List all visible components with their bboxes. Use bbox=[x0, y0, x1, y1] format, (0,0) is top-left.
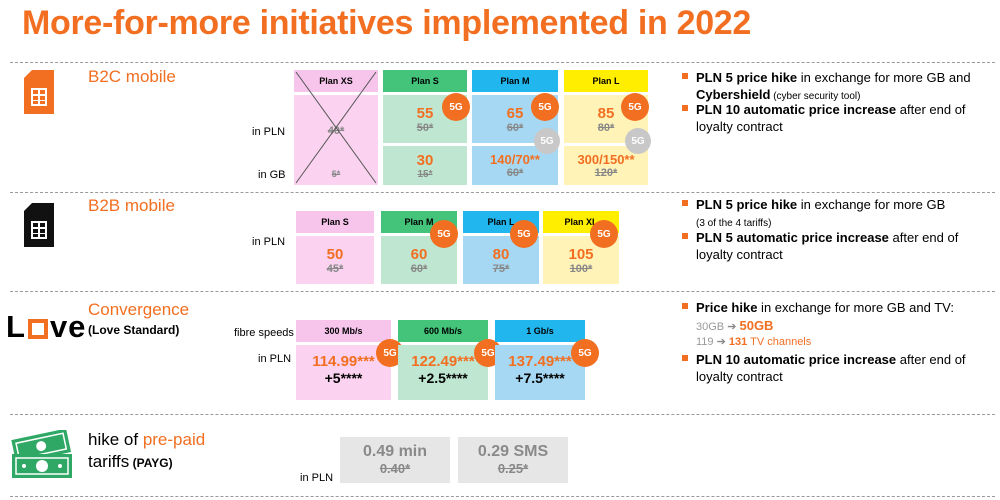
page-title: More-for-more initiatives implemented in… bbox=[22, 4, 752, 42]
plan-s-gb-cell: 30 15* bbox=[383, 146, 467, 185]
b2b-in-pln-label: in PLN bbox=[252, 236, 286, 248]
b2b-plan-xl-old: 100* bbox=[569, 263, 593, 275]
divider bbox=[10, 62, 995, 63]
plan-s-pln-old: 50* bbox=[416, 122, 434, 134]
divider bbox=[10, 414, 995, 415]
plan-l-pln-old: 80* bbox=[597, 122, 615, 134]
b2c-in-pln-label: in PLN bbox=[252, 126, 286, 138]
plan-l-gb-new: 300/150** bbox=[577, 152, 635, 167]
b2c-bullet-1: PLN 5 price hike in exchange for more GB… bbox=[682, 69, 986, 105]
5g-badge: 5G bbox=[430, 220, 458, 248]
fibre-1g-price: 137.49*** bbox=[508, 353, 572, 370]
plan-s-pln-new: 55 bbox=[416, 105, 434, 122]
plan-s-gb-new: 30 bbox=[416, 152, 434, 169]
prepaid-minute-new: 0.49 min bbox=[362, 443, 428, 460]
fibre-1g-extra: +7.5**** bbox=[515, 370, 565, 386]
divider bbox=[10, 496, 995, 497]
b2b-plan-m-new: 60 bbox=[410, 246, 428, 263]
fibre-1g-header: 1 Gb/s bbox=[495, 320, 585, 342]
plan-xs-gb-old: 5* bbox=[331, 169, 341, 179]
fibre-600-cell: 122.49*** +2.5**** bbox=[398, 345, 488, 400]
gb-upgrade-line: 30GB ➔ 50GB bbox=[696, 318, 774, 333]
b2b-plan-l-new: 80 bbox=[492, 246, 510, 263]
convergence-in-pln-label: in PLN bbox=[258, 353, 292, 365]
fibre-300-cell: 114.99*** +5**** bbox=[296, 345, 391, 400]
5g-badge: 5G bbox=[510, 220, 538, 248]
plan-m-header: Plan M bbox=[472, 70, 558, 92]
fibre-300-price: 114.99*** bbox=[312, 353, 375, 370]
convergence-title: Convergence bbox=[88, 300, 190, 319]
b2b-title: B2B mobile bbox=[88, 196, 175, 215]
plan-m-pln-new: 65 bbox=[506, 105, 524, 122]
b2b-bullet-2: PLN 5 automatic price increase after end… bbox=[682, 229, 986, 263]
convergence-bullet-2: PLN 10 automatic price increase after en… bbox=[682, 351, 986, 385]
b2b-plan-s-cell: 50 45* bbox=[296, 236, 374, 284]
b2b-bullet-1: PLN 5 price hike in exchange for more GB… bbox=[682, 196, 986, 232]
prepaid-subtitle: tariffs (PAYG) bbox=[88, 452, 173, 471]
plan-xs-cell: 40* 5* bbox=[294, 95, 378, 185]
5g-old-badge: 5G bbox=[625, 128, 651, 154]
5g-old-badge: 5G bbox=[534, 128, 560, 154]
prepaid-minute-cell: 0.49 min 0.40* bbox=[340, 437, 450, 483]
divider bbox=[10, 192, 995, 193]
b2b-plan-s-old: 45* bbox=[326, 263, 344, 275]
convergence-subtitle: (Love Standard) bbox=[88, 323, 180, 337]
plan-xs-header: Plan XS bbox=[294, 70, 378, 92]
prepaid-sms-new: 0.29 SMS bbox=[477, 443, 549, 460]
b2b-plan-s-new: 50 bbox=[326, 246, 344, 263]
b2c-in-gb-label: in GB bbox=[258, 169, 286, 181]
plan-m-pln-old: 60* bbox=[506, 122, 524, 134]
b2b-plan-l-old: 75* bbox=[492, 263, 510, 275]
fibre-600-price: 122.49*** bbox=[411, 353, 475, 370]
fibre-1g-cell: 137.49*** +7.5**** bbox=[495, 345, 585, 400]
plan-s-gb-old: 15* bbox=[417, 169, 433, 180]
b2b-plan-xl-new: 105 bbox=[568, 246, 594, 263]
sim-card-orange-icon bbox=[24, 70, 54, 119]
plan-m-gb-new: 140/70** bbox=[490, 152, 540, 167]
plan-l-pln-new: 85 bbox=[597, 105, 615, 122]
prepaid-in-pln-label: in PLN bbox=[300, 472, 334, 484]
fibre-speeds-label: fibre speeds bbox=[234, 327, 294, 339]
5g-badge: 5G bbox=[571, 339, 599, 367]
5g-badge: 5G bbox=[590, 220, 618, 248]
b2c-title: B2C mobile bbox=[88, 67, 176, 86]
fibre-300-header: 300 Mb/s bbox=[296, 320, 391, 342]
b2c-bullet-2: PLN 10 automatic price increase after en… bbox=[682, 101, 986, 135]
plan-l-gb-old: 120* bbox=[594, 167, 618, 179]
sim-card-black-icon bbox=[24, 203, 54, 252]
plan-m-gb-old: 60* bbox=[506, 167, 524, 179]
prepaid-sms-cell: 0.29 SMS 0.25* bbox=[458, 437, 568, 483]
prepaid-minute-old: 0.40* bbox=[379, 461, 411, 476]
5g-badge: 5G bbox=[442, 93, 470, 121]
plan-s-header: Plan S bbox=[383, 70, 467, 92]
banknotes-icon bbox=[8, 428, 76, 485]
discontinued-cross bbox=[295, 71, 377, 184]
divider bbox=[10, 291, 995, 292]
fibre-600-extra: +2.5**** bbox=[418, 370, 468, 386]
5g-badge: 5G bbox=[621, 93, 649, 121]
b2b-plan-m-old: 60* bbox=[410, 263, 428, 275]
prepaid-title: hike of pre-paid bbox=[88, 430, 206, 449]
5g-badge: 5G bbox=[531, 93, 559, 121]
tv-upgrade-line: 119 ➔ 131 TV channels bbox=[696, 336, 812, 348]
fibre-600-header: 600 Mb/s bbox=[398, 320, 488, 342]
plan-l-header: Plan L bbox=[564, 70, 648, 92]
fibre-300-extra: +5**** bbox=[324, 370, 363, 386]
b2b-plan-s-header: Plan S bbox=[296, 211, 374, 233]
convergence-bullet-1: Price hike in exchange for more GB and T… bbox=[682, 299, 986, 316]
prepaid-sms-old: 0.25* bbox=[497, 461, 529, 476]
